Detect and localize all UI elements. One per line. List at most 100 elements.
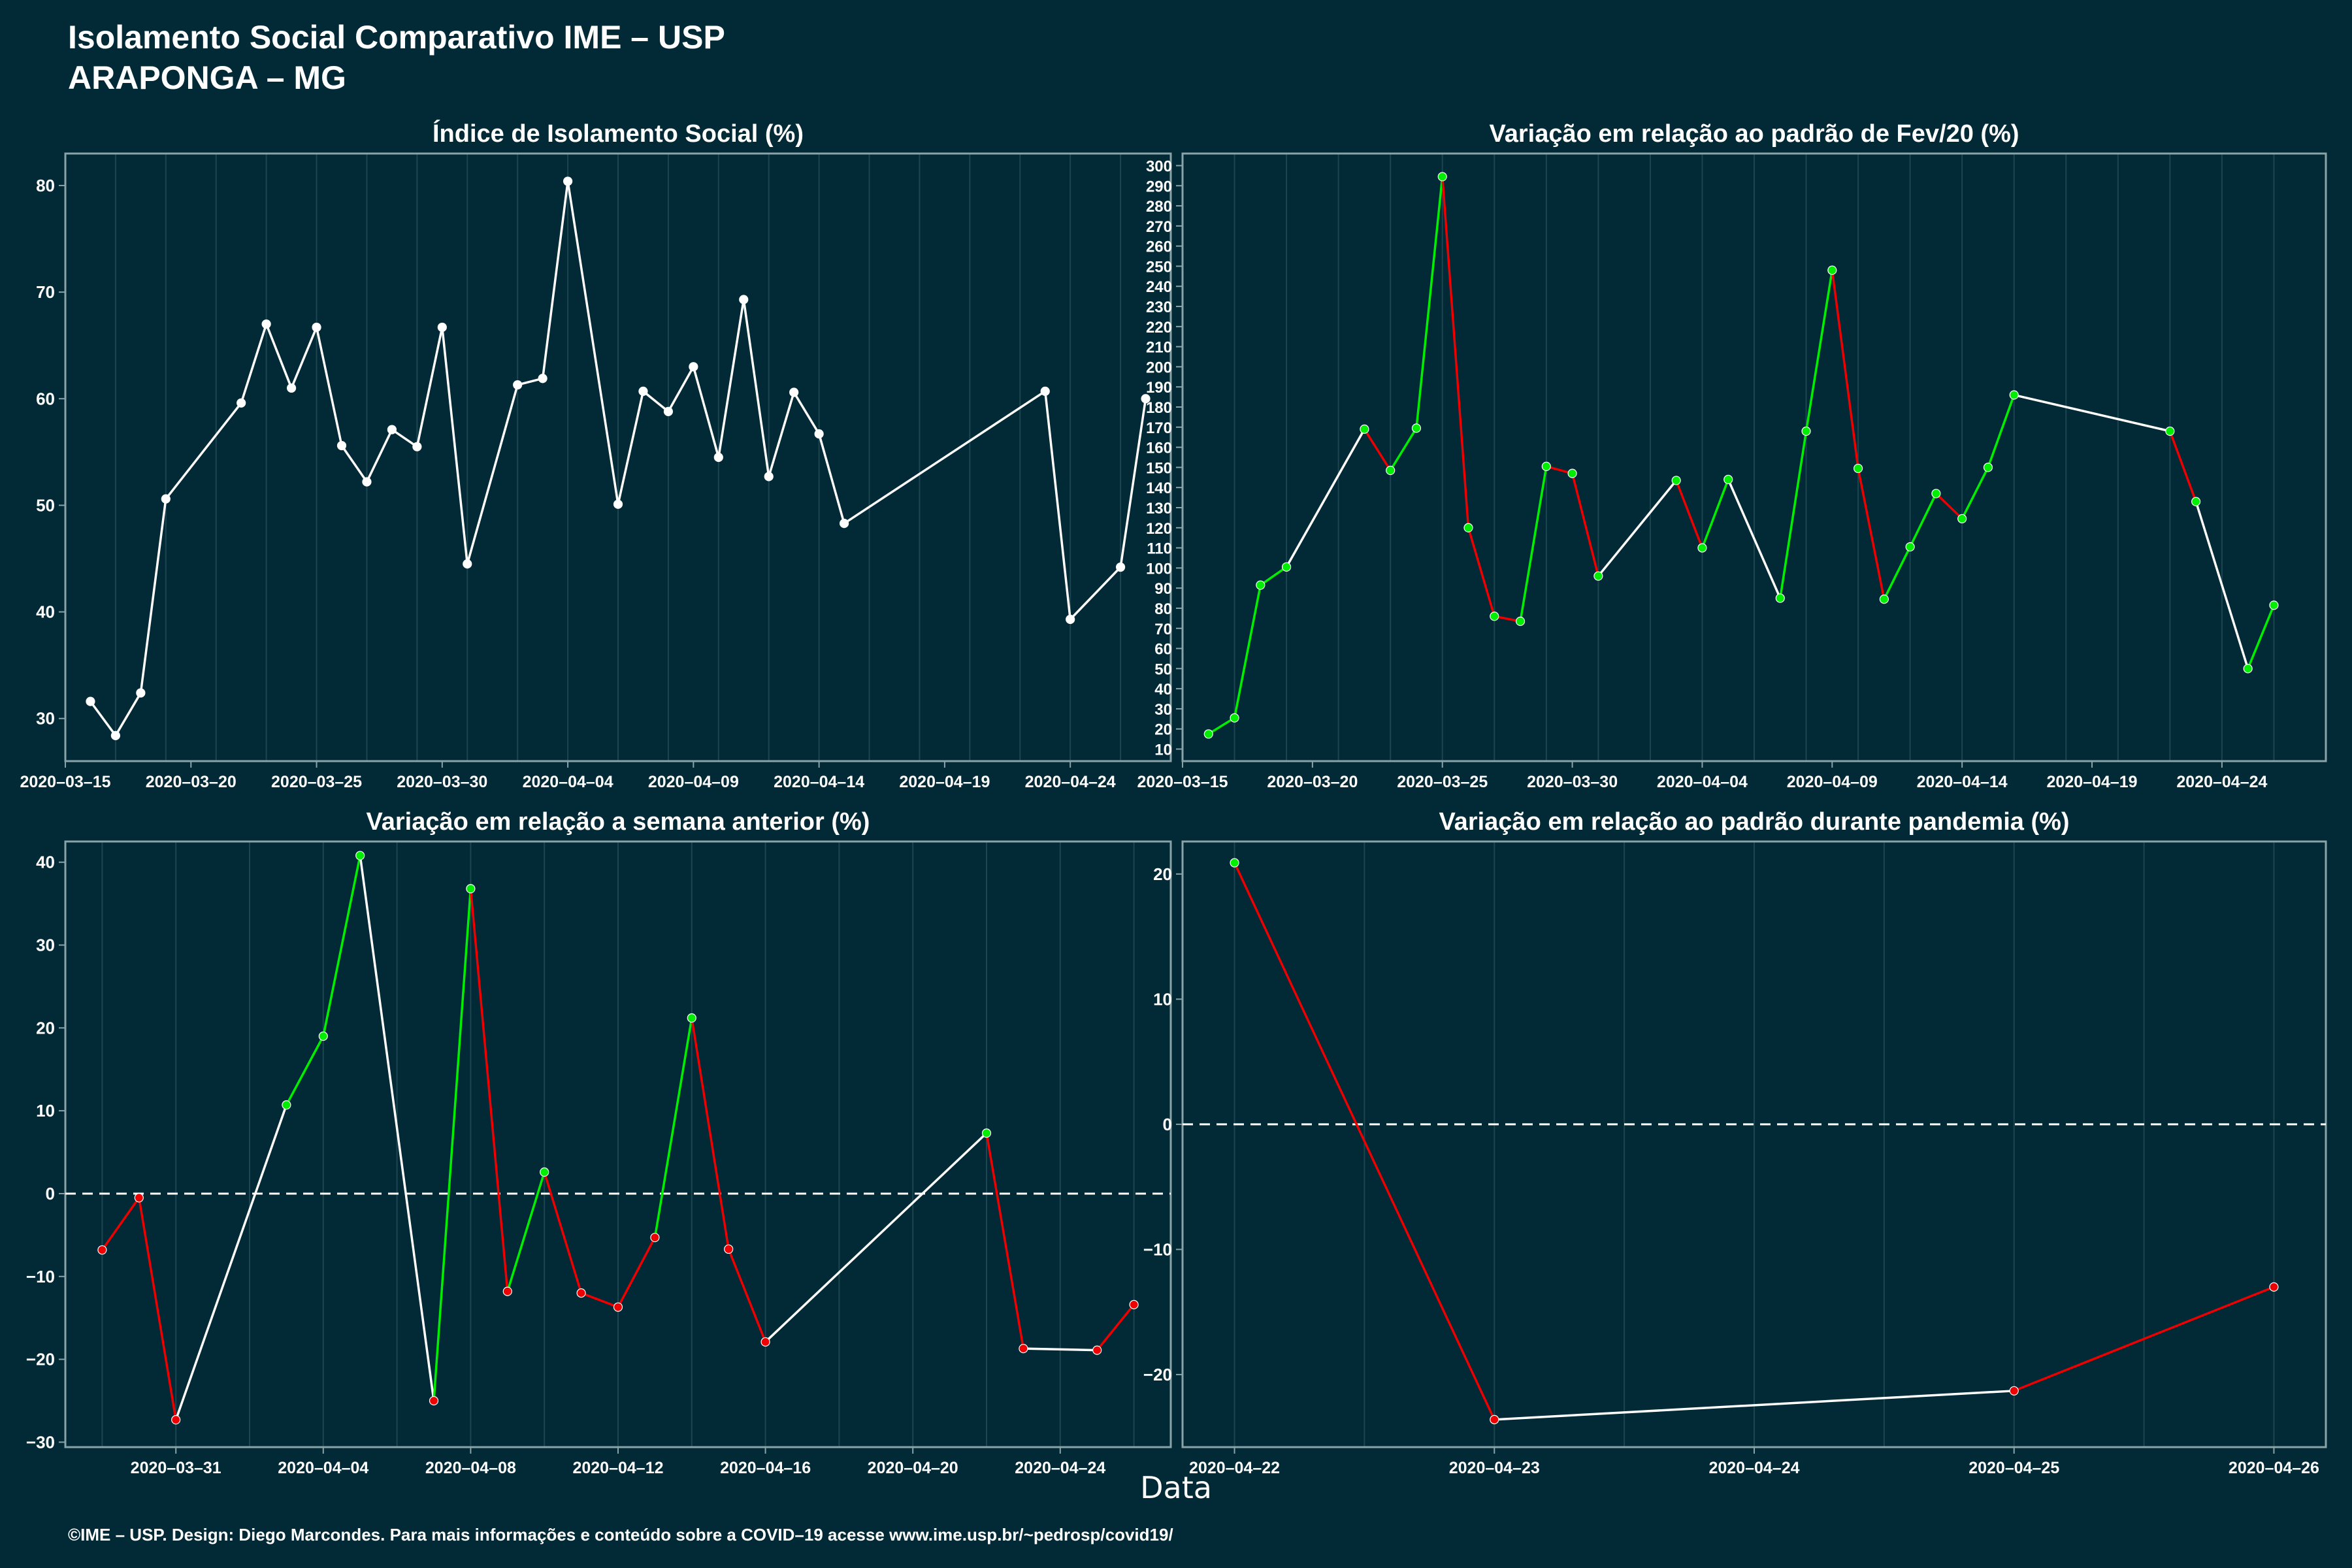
data-point <box>724 1244 734 1254</box>
x-axis-label: Data <box>1140 1470 1212 1505</box>
x-tick-label: 2020–04–20 <box>868 1459 958 1477</box>
data-point <box>1515 616 1526 627</box>
data-point <box>2269 600 2279 610</box>
data-point <box>161 494 171 504</box>
data-point <box>538 374 547 384</box>
y-tick-label: 0 <box>46 1184 55 1203</box>
data-point <box>1775 593 1785 603</box>
series-segment <box>1674 479 1704 549</box>
x-tick-label: 2020–04–14 <box>1917 773 2008 791</box>
y-tick-label: −20 <box>26 1350 55 1369</box>
y-tick-label: 160 <box>1146 440 1172 457</box>
series-segment <box>1519 465 1548 623</box>
data-point <box>1853 463 1863 474</box>
x-tick-label: 2020–03–25 <box>271 773 362 791</box>
series-segment <box>1935 492 1963 520</box>
chart-panel-isolation: Índice de Isolamento Social (%) 30 40 50 60 7… <box>20 119 1172 791</box>
x-tick-label: 2020–03–31 <box>131 1459 221 1477</box>
data-point <box>1386 465 1396 476</box>
y-tick-label: 120 <box>1146 520 1172 538</box>
chart-panel-pandemic-variation: Variação em relação ao padrão durante pa… <box>1143 808 2327 1477</box>
data-point <box>2009 390 2019 400</box>
data-point <box>261 319 271 329</box>
x-tick-label: 2020–04–12 <box>572 1459 663 1477</box>
y-tick-label: 60 <box>1154 641 1172 659</box>
y-tick-label: 110 <box>1147 540 1172 558</box>
y-tick-label: 260 <box>1146 238 1172 256</box>
series-segment <box>742 298 770 478</box>
x-tick-label: 2020–04–04 <box>278 1459 368 1477</box>
data-point <box>2191 497 2201 506</box>
series-segment <box>139 497 167 694</box>
x-tick-label: 2020–04–24 <box>2176 773 2267 791</box>
data-point <box>387 425 397 434</box>
y-tick-label: 30 <box>36 709 55 728</box>
y-tick-label: 70 <box>36 282 55 302</box>
series-segment <box>315 326 343 447</box>
data-point <box>1230 858 1239 868</box>
data-point <box>463 559 472 569</box>
data-point <box>764 472 774 482</box>
data-point <box>412 442 422 451</box>
x-tick-label: 2020–04–24 <box>1708 1459 1799 1477</box>
x-tick-label: 2020–03–30 <box>1527 773 1618 791</box>
series-segment <box>1857 467 1886 600</box>
x-tick-label: 2020–03–20 <box>146 773 237 791</box>
series-segment <box>1987 393 2016 469</box>
y-tick-label: 10 <box>1154 742 1172 759</box>
data-point <box>1141 394 1151 404</box>
page-subtitle: ARAPONGA – MG <box>68 59 346 96</box>
series-segment <box>1961 466 1989 520</box>
series-segment <box>1043 390 1071 621</box>
data-point <box>613 499 623 509</box>
data-point <box>355 851 365 860</box>
data-point <box>1411 423 1422 433</box>
x-tick-label: 2020–04–19 <box>899 773 990 791</box>
data-point <box>1115 562 1126 572</box>
series-segment <box>1493 1390 2016 1421</box>
x-tick-label: 2020–04–09 <box>648 773 739 791</box>
series-segment <box>566 180 619 506</box>
chart-panel-feb-variation: Variação em relação ao padrão de Fev/20 … <box>1137 120 2327 791</box>
series-segment <box>642 390 670 413</box>
x-tick-label: 2020–04–24 <box>1025 773 1116 791</box>
series-segment <box>1908 492 1938 548</box>
y-tick-label: 220 <box>1146 319 1172 336</box>
data-point <box>1040 386 1050 396</box>
series-segment <box>290 326 318 389</box>
plot-frame <box>64 152 1172 762</box>
x-tick-label: 2020–04–04 <box>523 773 613 791</box>
y-tick-label: 280 <box>1146 198 1172 216</box>
data-point <box>1281 562 1292 572</box>
x-tick-label: 2020–04–08 <box>425 1459 516 1477</box>
y-tick-label: 10 <box>1153 989 1172 1009</box>
data-point <box>286 383 297 393</box>
data-point <box>687 1013 696 1023</box>
series-segment <box>240 323 268 404</box>
y-tick-label: 40 <box>1154 681 1172 698</box>
series-segment <box>653 1017 693 1239</box>
data-point <box>171 1415 181 1425</box>
y-tick-label: 20 <box>36 1018 55 1037</box>
series-segment <box>1363 428 1392 472</box>
series-segment <box>843 390 1047 525</box>
series-segment <box>1831 269 1859 470</box>
y-tick-label: 250 <box>1146 258 1172 276</box>
data-point <box>429 1396 439 1406</box>
data-point <box>663 406 674 416</box>
data-point <box>1360 424 1369 434</box>
y-tick-label: 90 <box>1154 580 1172 598</box>
series-segment <box>1207 717 1236 736</box>
y-tick-label: 10 <box>36 1101 55 1120</box>
y-tick-label: 240 <box>1146 278 1172 296</box>
y-tick-label: 210 <box>1146 339 1172 357</box>
series-segment <box>174 1103 288 1421</box>
chart-panel-weekly-variation: Variação em relação a semana anterior (%… <box>26 808 1172 1477</box>
series-segment <box>433 887 472 1402</box>
data-point <box>134 1193 144 1203</box>
series-segment <box>543 1171 583 1294</box>
x-tick-label: 2020–04–09 <box>1787 773 1878 791</box>
series-segment <box>767 391 795 478</box>
data-point <box>638 386 648 396</box>
data-point <box>362 477 372 487</box>
